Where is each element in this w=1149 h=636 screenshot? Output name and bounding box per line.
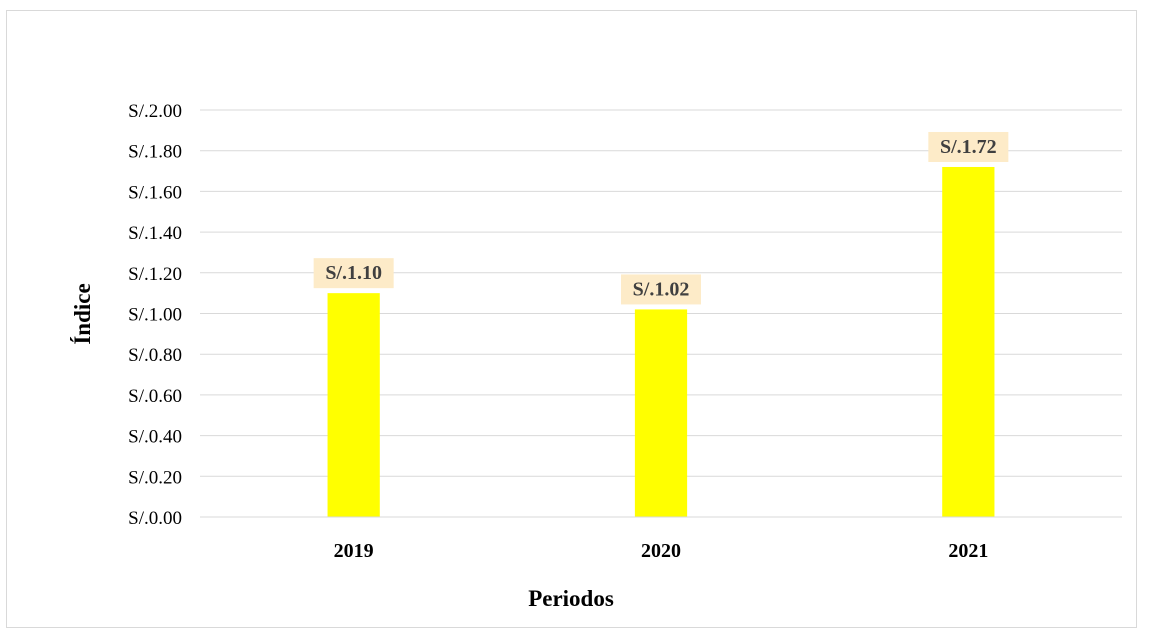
x-tick-label-2019: 2019	[334, 540, 374, 562]
y-tick-label: S/.0.20	[128, 467, 182, 488]
data-label-box	[928, 131, 1009, 162]
x-axis-ticks: 2019 2020 2021	[334, 540, 989, 562]
x-tick-label-2020: 2020	[641, 540, 681, 562]
y-tick-label: S/.2.00	[128, 101, 182, 122]
bars	[327, 166, 995, 518]
bar-2020	[634, 309, 688, 517]
y-tick-label: S/.1.00	[128, 305, 182, 326]
data-label-2020: S/.1.02	[633, 278, 690, 300]
data-label-box	[621, 274, 701, 305]
y-tick-label: S/.1.80	[128, 142, 182, 163]
y-tick-label: S/.1.20	[128, 264, 182, 285]
x-axis-title: Periodos	[528, 586, 614, 611]
y-tick-label: S/.0.00	[128, 508, 182, 529]
y-tick-label: S/.1.60	[128, 182, 182, 203]
bar-2019	[327, 293, 380, 517]
data-label-2021: S/.1.72	[940, 136, 997, 158]
data-label-box	[313, 258, 394, 289]
x-tick-label-2021: 2021	[948, 540, 988, 562]
y-tick-label: S/.0.40	[128, 427, 182, 448]
data-labels: S/.1.10 S/.1.02 S/.1.72	[313, 131, 1009, 305]
bar-2021	[942, 166, 995, 518]
y-axis-ticks: S/.0.00 S/.0.20 S/.0.40 S/.0.60 S/.0.80 S/.1.…	[128, 101, 182, 529]
y-axis-title: Índice	[70, 283, 95, 344]
y-tick-label: S/.0.60	[128, 386, 182, 407]
data-label-2019: S/.1.10	[325, 262, 382, 284]
y-tick-label: S/.0.80	[128, 345, 182, 366]
y-tick-label: S/.1.40	[128, 223, 182, 244]
